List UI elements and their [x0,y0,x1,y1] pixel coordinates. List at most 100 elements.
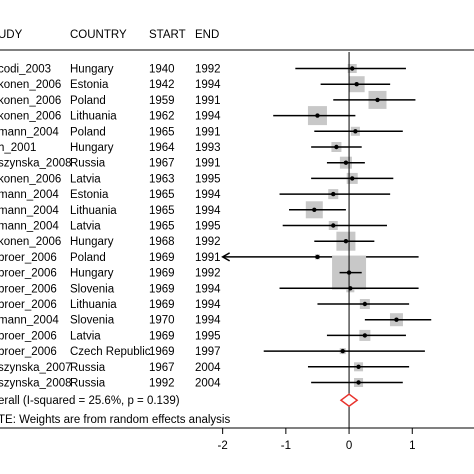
study-row: konen_2006 Latvia 1963 1995 [0,172,394,185]
header-study: UDY [0,29,23,41]
start-year: 1992 [149,378,175,390]
study-name: h_2001 [0,142,36,154]
point-estimate [343,239,349,244]
study-row: mann_2004 Slovenia 1970 1994 [0,313,432,327]
weights-note: TE: Weights are from random effects anal… [0,414,230,426]
study-name: mann_2004 [0,205,59,217]
start-year: 1965 [149,221,175,233]
study-row: codi_2003 Hungary 1940 1992 [0,64,406,76]
end-year: 1995 [195,173,221,185]
end-year: 1993 [195,142,221,154]
column-headers: UDY COUNTRY START END [0,29,219,41]
study-name: broer_2006 [0,252,57,264]
end-year: 1992 [195,64,221,76]
country-name: Lithuania [70,111,117,123]
country-name: Poland [70,126,106,138]
country-name: Russia [70,362,106,374]
country-name: Latvia [70,173,101,185]
point-estimate [394,317,399,322]
end-year: 2004 [195,378,221,390]
study-name: broer_2006 [0,346,57,358]
country-name: Poland [70,95,106,107]
start-year: 1940 [149,64,175,76]
study-name: broer_2006 [0,330,57,342]
end-year: 1994 [195,283,221,295]
start-year: 1942 [149,79,175,91]
study-row: mann_2004 Estonia 1965 1994 [0,189,391,201]
study-row: h_2001 Hungary 1964 1993 [0,142,362,154]
study-name: broer_2006 [0,299,57,311]
study-name: konen_2006 [0,79,61,91]
end-year: 1994 [195,111,221,123]
x-tick-label: -1 [281,440,291,452]
end-year: 1994 [195,315,221,327]
end-year: 1991 [195,95,221,107]
end-year: 1994 [195,189,221,201]
study-name: konen_2006 [0,173,61,185]
end-year: 1997 [195,346,221,358]
end-year: 2004 [195,362,221,374]
start-year: 1969 [149,330,175,342]
end-year: 1994 [195,79,221,91]
study-row: mann_2004 Latvia 1965 1995 [0,221,387,233]
country-name: Hungary [70,142,114,154]
point-estimate [350,66,355,71]
study-row: konen_2006 Poland 1959 1991 [0,90,416,109]
study-name: konen_2006 [0,111,61,123]
study-name: mann_2004 [0,315,59,327]
point-estimate [340,348,345,354]
point-estimate [356,380,361,385]
country-name: Estonia [70,189,109,201]
study-row: mann_2004 Poland 1965 1991 [0,126,403,138]
end-year: 1991 [195,158,221,170]
start-year: 1965 [149,126,175,138]
study-name: konen_2006 [0,236,61,248]
overall-row: erall (I-squared = 25.6%, p = 0.139) [0,393,359,407]
start-year: 1963 [149,173,175,185]
x-tick-label: -2 [218,440,228,452]
start-year: 1962 [149,111,175,123]
point-estimate [353,129,358,134]
point-estimate [312,207,317,212]
end-year: 1994 [195,299,221,311]
x-tick-label: 1 [409,440,415,452]
start-year: 1967 [149,362,175,374]
overall-label: erall (I-squared = 25.6%, p = 0.139) [0,395,180,407]
country-name: Estonia [70,79,109,91]
country-name: Russia [70,158,106,170]
start-year: 1969 [149,268,175,280]
end-year: 1995 [195,221,221,233]
study-row: broer_2006 Hungary 1969 1992 [0,255,367,290]
point-estimate [375,97,380,103]
point-estimate [350,176,355,181]
study-name: broer_2006 [0,268,57,280]
country-name: Lithuania [70,299,117,311]
x-axis: -2 -1 0 1 [218,428,415,452]
study-row: broer_2006 Latvia 1969 1995 [0,329,406,342]
point-estimate [315,254,320,260]
start-year: 1968 [149,236,175,248]
start-year: 1969 [149,299,175,311]
header-start: START [149,29,186,41]
header-country: COUNTRY [70,29,127,41]
study-name: szynska_2008 [0,158,72,170]
start-year: 1959 [149,95,175,107]
study-row: mann_2004 Lithuania 1965 1994 [0,201,346,219]
start-year: 1969 [149,252,175,264]
point-estimate [343,160,349,165]
point-estimate [354,82,359,87]
x-tick-label: 0 [346,440,352,452]
end-year: 1992 [195,268,221,280]
study-row: konen_2006 Lithuania 1962 1994 [0,106,356,126]
study-row: broer_2006 Lithuania 1969 1994 [0,299,410,311]
country-name: Hungary [70,64,114,76]
point-estimate [334,144,339,150]
study-name: mann_2004 [0,221,59,233]
start-year: 1967 [149,158,175,170]
country-name: Slovenia [70,283,115,295]
end-year: 1992 [195,236,221,248]
study-row: konen_2006 Hungary 1968 1992 [0,231,375,251]
start-year: 1969 [149,346,175,358]
study-name: broer_2006 [0,283,57,295]
study-row: konen_2006 Estonia 1942 1994 [0,76,391,93]
